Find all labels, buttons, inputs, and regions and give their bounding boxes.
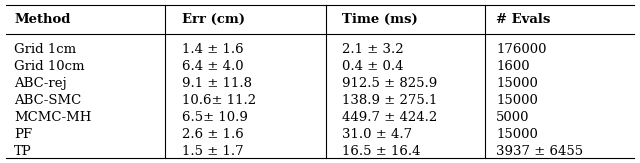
Text: 1600: 1600 [496, 60, 530, 73]
Text: PF: PF [14, 128, 32, 141]
Text: 1.4 ± 1.6: 1.4 ± 1.6 [182, 43, 244, 56]
Text: Err (cm): Err (cm) [182, 13, 245, 26]
Text: 6.4 ± 4.0: 6.4 ± 4.0 [182, 60, 244, 73]
Text: 3937 ± 6455: 3937 ± 6455 [496, 145, 583, 158]
Text: MCMC-MH: MCMC-MH [14, 111, 92, 124]
Text: 16.5 ± 16.4: 16.5 ± 16.4 [342, 145, 421, 158]
Text: Grid 10cm: Grid 10cm [14, 60, 84, 73]
Text: 176000: 176000 [496, 43, 547, 56]
Text: TP: TP [14, 145, 32, 158]
Text: Grid 1cm: Grid 1cm [14, 43, 76, 56]
Text: 6.5± 10.9: 6.5± 10.9 [182, 111, 248, 124]
Text: 15000: 15000 [496, 77, 538, 90]
Text: 1.5 ± 1.7: 1.5 ± 1.7 [182, 145, 244, 158]
Text: 15000: 15000 [496, 128, 538, 141]
Text: ABC-rej: ABC-rej [14, 77, 67, 90]
Text: 9.1 ± 11.8: 9.1 ± 11.8 [182, 77, 252, 90]
Text: 10.6± 11.2: 10.6± 11.2 [182, 94, 257, 107]
Text: # Evals: # Evals [496, 13, 550, 26]
Text: 0.4 ± 0.4: 0.4 ± 0.4 [342, 60, 404, 73]
Text: 31.0 ± 4.7: 31.0 ± 4.7 [342, 128, 413, 141]
Text: 5000: 5000 [496, 111, 529, 124]
Text: ABC-SMC: ABC-SMC [14, 94, 81, 107]
Text: 2.1 ± 3.2: 2.1 ± 3.2 [342, 43, 404, 56]
Text: 449.7 ± 424.2: 449.7 ± 424.2 [342, 111, 438, 124]
Text: Method: Method [14, 13, 70, 26]
Text: 138.9 ± 275.1: 138.9 ± 275.1 [342, 94, 438, 107]
Text: Time (ms): Time (ms) [342, 13, 418, 26]
Text: 15000: 15000 [496, 94, 538, 107]
Text: 2.6 ± 1.6: 2.6 ± 1.6 [182, 128, 244, 141]
Text: 912.5 ± 825.9: 912.5 ± 825.9 [342, 77, 438, 90]
